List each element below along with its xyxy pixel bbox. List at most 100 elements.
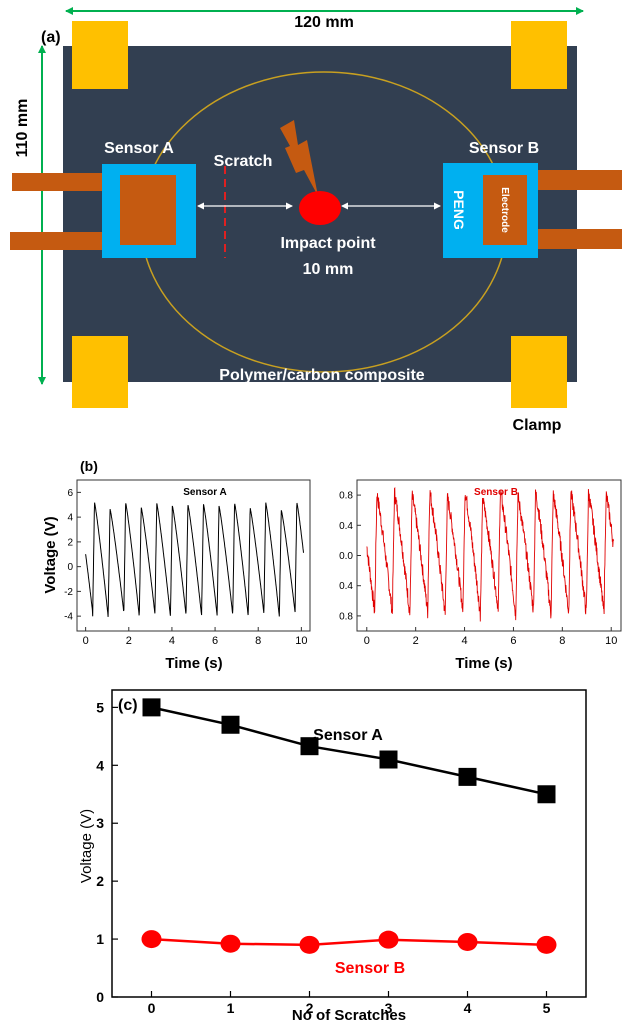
series-line-sensor-b — [151, 937, 547, 947]
y-tick-label: 2 — [96, 873, 104, 889]
x-tick-label: 2 — [306, 1000, 314, 1016]
composite-label: Polymer/carbon composite — [219, 367, 424, 384]
x-tick-label: 3 — [385, 1000, 393, 1016]
y-tick-label: 4 — [96, 757, 104, 773]
chart-sensor-b-ticks: 0 2 4 6 8 10 0.8 0.4 0.0 0.4 0.8 — [339, 491, 617, 647]
data-point — [457, 932, 478, 951]
chart-sensor-a-series-line — [85, 502, 304, 617]
sensor-a — [10, 164, 196, 258]
chart-sensor-a-frame — [76, 479, 311, 632]
clamp-bottom-left — [72, 336, 128, 408]
sensor-b-label: Sensor B — [469, 140, 539, 157]
y-tick-label: 0.8 — [339, 491, 353, 502]
panel-a: PENG Electrode (a) 120 mm 110 mm Sensor … — [10, 7, 622, 434]
x-tick-label: 2 — [126, 635, 132, 647]
y-tick-label: 2 — [67, 537, 73, 548]
series-label-sensor-a: Sensor A — [313, 727, 383, 744]
x-tick-label: 1 — [227, 1000, 235, 1016]
y-tick-label: 6 — [67, 488, 73, 499]
chart-sensor-b: Sensor B 0 2 4 6 8 10 0.8 0.4 0.0 0.4 0.8 Time (s) — [339, 479, 622, 672]
chart-sensor-b-title: Sensor B — [474, 487, 518, 498]
clamp-bottom-right — [511, 336, 567, 408]
chart-sensor-b-frame — [356, 479, 622, 632]
y-tick-label: 4 — [67, 513, 73, 524]
data-point — [536, 935, 557, 954]
chart-sensor-a-title: Sensor A — [183, 487, 227, 498]
y-tick-label: 0 — [67, 562, 73, 573]
y-tick-label: 1 — [96, 931, 104, 947]
x-tick-label: 0 — [83, 635, 89, 647]
peng-label: PENG — [451, 190, 467, 230]
y-tick-label: 0.4 — [339, 521, 353, 532]
sensor-b-electrode — [483, 175, 527, 245]
x-tick-label: 2 — [413, 635, 419, 647]
chart-scratches-ylabel: Voltage (V) — [78, 809, 95, 883]
data-point — [221, 715, 240, 734]
y-tick-label: -4 — [64, 612, 73, 623]
y-tick-label: -2 — [64, 587, 73, 598]
sensor-a-lead-bottom — [10, 232, 102, 250]
x-tick-label: 5 — [543, 1000, 551, 1016]
data-point — [220, 934, 241, 953]
panel-b-ylabel: Voltage (V) — [42, 516, 59, 593]
y-tick-label: 0.0 — [339, 551, 353, 562]
x-tick-label: 0 — [148, 1000, 156, 1016]
chart-scratches-frame — [111, 689, 587, 998]
scratch-label: Scratch — [214, 153, 273, 170]
clamp-top-left — [72, 21, 128, 89]
clamp-label: Clamp — [513, 417, 562, 434]
data-point — [299, 935, 320, 954]
sensor-a-electrode — [120, 175, 176, 245]
height-label: 110 mm — [14, 99, 31, 158]
chart-sensor-b-series-line — [366, 487, 615, 622]
sensor-b: PENG Electrode — [443, 163, 622, 258]
chart-scratches-series — [141, 698, 557, 954]
panel-c-label: (c) — [118, 697, 138, 714]
impact-point — [299, 191, 341, 225]
impact-point-label: Impact point — [280, 235, 376, 252]
chart-sensor-a-xlabel: Time (s) — [165, 655, 222, 672]
chart-scratches: (c) 0 1 2 3 4 5 0 1 2 3 4 5 Sensor A Sensor B No of… — [78, 689, 587, 1024]
clamp-top-right — [511, 21, 567, 89]
x-tick-label: 6 — [212, 635, 218, 647]
impact-lightning-icon — [280, 120, 318, 196]
x-tick-label: 4 — [461, 635, 467, 647]
sensor-b-lead-top — [530, 170, 622, 190]
y-tick-label: 0 — [96, 989, 104, 1005]
series-label-sensor-b: Sensor B — [335, 960, 405, 977]
data-point — [378, 930, 399, 949]
chart-sensor-b-xlabel: Time (s) — [455, 655, 512, 672]
chart-sensor-a: Sensor A 0 2 4 6 8 10 6 4 2 0 -2 -4 Time (s) — [64, 479, 311, 672]
impact-distance-label: 10 mm — [303, 261, 354, 278]
series-line-sensor-a — [151, 706, 547, 796]
x-tick-label: 8 — [559, 635, 565, 647]
chart-scratches-ticks: 0 1 2 3 4 5 0 1 2 3 4 5 — [96, 699, 550, 1016]
chart-sensor-a-ticks: 0 2 4 6 8 10 6 4 2 0 -2 -4 — [64, 488, 307, 647]
data-point — [142, 698, 161, 717]
electrode-label: Electrode — [499, 187, 510, 233]
x-tick-label: 4 — [464, 1000, 472, 1016]
data-point — [379, 750, 398, 769]
x-tick-label: 6 — [510, 635, 516, 647]
y-tick-label: 5 — [96, 699, 104, 715]
x-tick-label: 10 — [295, 635, 307, 647]
panel-b-label: (b) — [80, 458, 98, 474]
x-tick-label: 10 — [605, 635, 617, 647]
x-tick-label: 4 — [169, 635, 175, 647]
data-point — [537, 785, 556, 804]
sensor-b-lead-bottom — [530, 229, 622, 249]
y-tick-label: 0.8 — [339, 611, 353, 622]
sensor-a-lead-top — [12, 173, 104, 191]
y-tick-label: 0.4 — [339, 581, 353, 592]
x-tick-label: 8 — [255, 635, 261, 647]
y-tick-label: 3 — [96, 815, 104, 831]
chart-scratches-xlabel: No of Scratches — [292, 1007, 406, 1023]
x-tick-label: 0 — [364, 635, 370, 647]
panel-a-label: (a) — [41, 29, 61, 46]
sensor-a-label: Sensor A — [104, 140, 174, 157]
data-point — [141, 930, 162, 949]
data-point — [458, 767, 477, 786]
width-label: 120 mm — [294, 14, 354, 31]
data-point — [300, 737, 319, 756]
